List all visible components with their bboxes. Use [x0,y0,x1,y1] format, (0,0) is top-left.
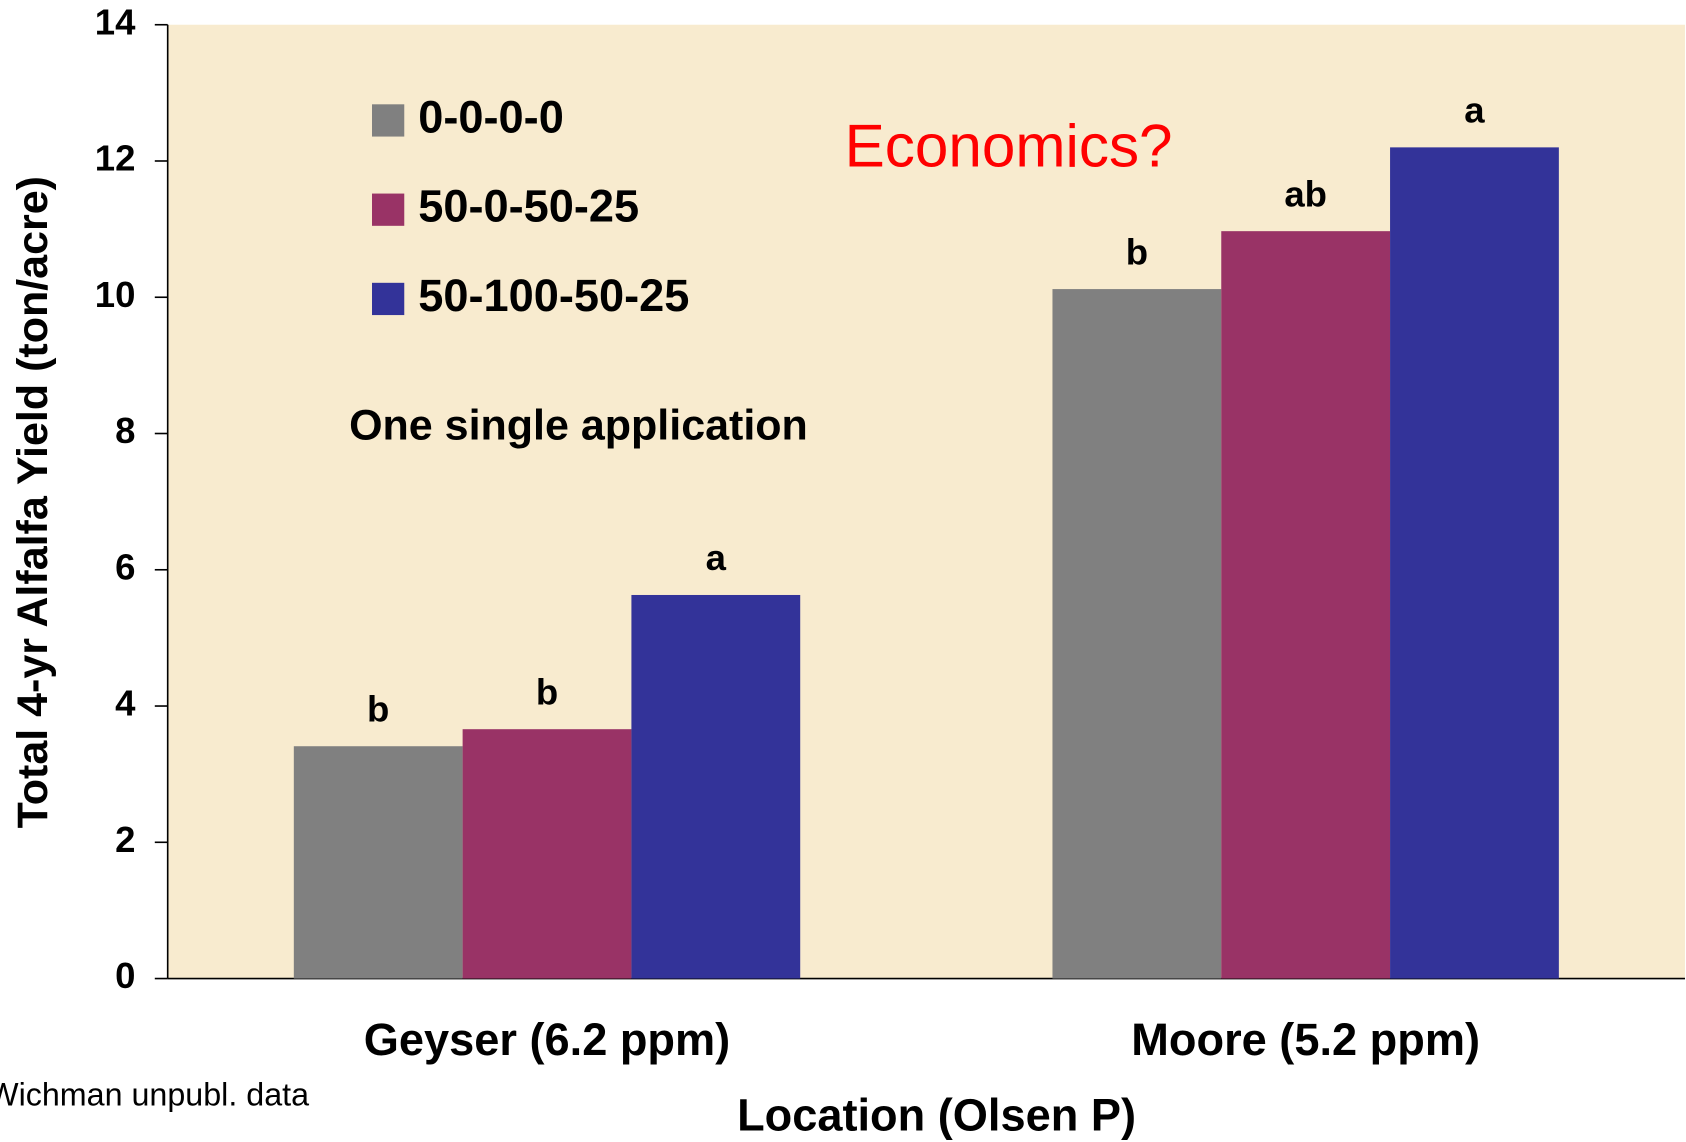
significance-letter: a [706,537,727,578]
legend-swatch [372,104,405,137]
legend-label: 50-100-50-25 [418,270,689,321]
legend-swatch [372,193,405,226]
bar [293,746,463,979]
y-tick-label: 6 [115,546,135,587]
significance-letter: b [367,688,389,729]
bar [1221,231,1391,979]
x-axis-title: Location (Olsen P) [737,1089,1136,1140]
annotation: One single application [349,401,808,449]
legend-label: 50-0-50-25 [418,181,639,232]
source-note: Wichman unpubl. data [0,1076,309,1112]
y-tick-label: 10 [95,274,136,315]
x-tick-label: Moore (5.2 ppm) [1131,1014,1480,1065]
y-tick-label: 14 [95,1,136,42]
y-tick-label: 8 [115,410,135,451]
significance-letter: b [1126,231,1148,272]
bar [1052,289,1222,979]
y-tick-label: 2 [115,819,135,860]
significance-letter: b [536,671,558,712]
annotation: Economics? [845,111,1173,179]
y-tick-label: 0 [115,955,135,996]
legend-label: 0-0-0-0 [418,91,564,142]
significance-letter: ab [1284,173,1327,214]
y-tick-label: 12 [95,138,136,179]
significance-letter: a [1464,90,1485,131]
y-axis-title: Total 4-yr Alfalfa Yield (ton/acre) [9,176,57,828]
bar [631,594,801,979]
bar [1390,147,1559,979]
y-tick-label: 4 [115,683,136,724]
bar [462,729,632,979]
x-tick-label: Geyser (6.2 ppm) [364,1014,730,1065]
legend-swatch [372,282,405,316]
